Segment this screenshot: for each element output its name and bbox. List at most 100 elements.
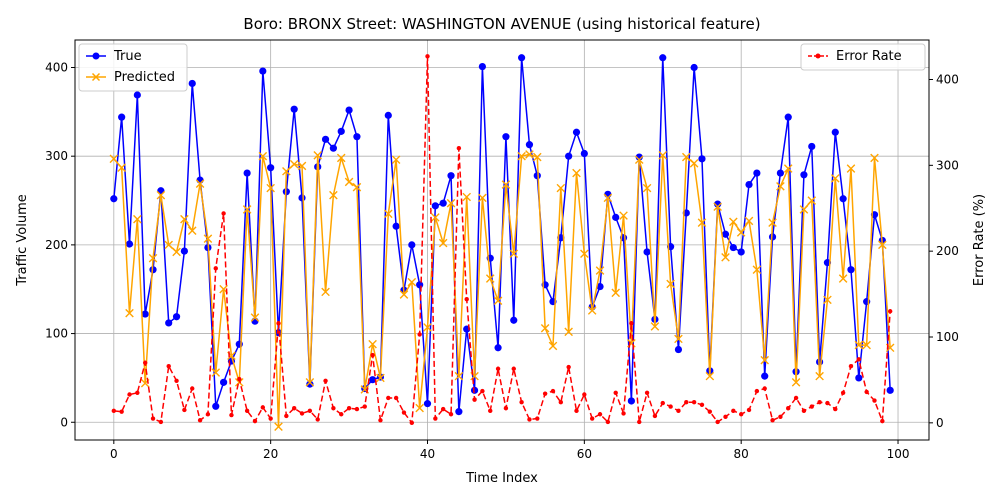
data-point-predicted	[642, 183, 652, 193]
data-point-true	[855, 374, 863, 382]
data-point-error-rate	[331, 406, 336, 411]
data-point-predicted	[862, 340, 871, 350]
data-point-predicted	[564, 327, 573, 337]
data-point-true	[431, 202, 439, 210]
data-point-true	[784, 113, 792, 121]
data-point-error-rate	[488, 408, 493, 414]
data-point-error-rate	[409, 420, 415, 426]
data-point-error-rate	[778, 414, 783, 420]
data-point-predicted	[242, 205, 252, 214]
data-point-true	[110, 195, 118, 203]
data-point-error-rate	[260, 405, 266, 410]
data-point-error-rate	[205, 412, 211, 417]
data-point-error-rate	[378, 418, 383, 423]
x-axis: 0 20 40 60 80 100	[110, 440, 909, 461]
data-point-true	[455, 408, 463, 416]
data-point-error-rate	[119, 409, 124, 414]
data-point-error-rate	[519, 400, 524, 405]
data-point-predicted	[493, 296, 503, 306]
data-point-true	[659, 54, 667, 62]
data-point-predicted	[344, 177, 354, 187]
data-point-error-rate	[150, 416, 156, 421]
data-point-error-rate	[244, 408, 250, 414]
data-point-true	[125, 240, 134, 248]
data-point-predicted	[133, 214, 142, 224]
data-point-true	[808, 142, 816, 151]
data-point-true	[612, 213, 620, 221]
data-point-predicted	[383, 209, 393, 219]
data-point-error-rate	[158, 419, 164, 425]
data-point-error-rate	[770, 418, 775, 423]
data-point-true	[698, 155, 706, 163]
y2-tick-label: 200	[936, 244, 959, 258]
data-point-true	[384, 111, 392, 119]
data-point-error-rate	[362, 404, 367, 409]
data-point-true	[423, 400, 432, 408]
data-point-error-rate	[472, 397, 477, 402]
data-point-predicted	[289, 159, 299, 169]
data-point-predicted	[525, 150, 534, 159]
data-point-predicted	[203, 234, 213, 243]
data-point-error-rate	[652, 413, 658, 419]
data-point-true	[525, 141, 534, 149]
data-point-predicted	[368, 339, 377, 349]
y-tick-label: 200	[45, 238, 68, 252]
data-point-predicted	[611, 288, 621, 298]
data-point-true	[604, 190, 612, 198]
data-point-predicted	[172, 247, 181, 257]
data-point-predicted	[815, 371, 824, 381]
data-point-predicted	[556, 183, 566, 193]
data-point-error-rate	[597, 412, 603, 417]
data-point-true	[643, 248, 651, 256]
data-point-true	[447, 172, 455, 180]
data-point-true	[745, 180, 753, 189]
data-point-error-rate	[237, 376, 242, 382]
data-point-error-rate	[425, 54, 430, 59]
x-tick-label: 40	[420, 447, 435, 461]
data-point-error-rate	[707, 409, 713, 414]
data-point-predicted	[540, 323, 550, 333]
data-point-true	[690, 63, 698, 72]
data-point-predicted	[580, 249, 589, 259]
data-point-error-rate	[495, 366, 501, 371]
data-point-error-rate	[370, 352, 375, 358]
data-point-error-rate	[440, 406, 446, 412]
data-point-true	[196, 176, 204, 184]
data-point-true	[267, 164, 275, 172]
data-point-error-rate	[527, 417, 532, 422]
data-point-error-rate	[213, 266, 218, 271]
data-point-error-rate	[511, 366, 516, 371]
data-point-predicted	[321, 287, 330, 297]
data-point-error-rate	[480, 388, 485, 394]
data-point-predicted	[776, 182, 785, 191]
data-point-error-rate	[566, 364, 571, 370]
data-point-predicted	[823, 295, 832, 305]
y-axis-left: 0 100 200 300 400	[45, 60, 75, 429]
data-point-predicted	[729, 217, 738, 227]
data-point-predicted	[438, 238, 448, 248]
data-point-error-rate	[668, 404, 673, 409]
data-point-true	[274, 329, 283, 337]
data-point-true	[251, 317, 259, 325]
legend-predicted-label: Predicted	[114, 70, 175, 85]
data-point-error-rate	[558, 400, 564, 405]
data-point-predicted	[274, 422, 283, 431]
x-tick-label: 0	[110, 447, 118, 461]
data-point-true	[243, 169, 251, 177]
data-point-true	[494, 344, 502, 352]
data-point-error-rate	[848, 363, 854, 369]
data-point-predicted	[109, 154, 119, 164]
data-point-predicted	[485, 274, 495, 283]
data-point-true	[565, 152, 573, 160]
data-point-predicted	[768, 218, 777, 227]
data-point-predicted	[282, 166, 291, 176]
data-point-error-rate	[644, 390, 650, 395]
data-point-error-rate	[676, 408, 681, 414]
data-point-predicted	[164, 240, 174, 250]
data-point-true	[180, 247, 188, 255]
data-point-predicted	[336, 153, 346, 163]
data-point-predicted	[744, 216, 754, 226]
data-point-error-rate	[691, 400, 697, 405]
data-point-error-rate	[715, 419, 720, 425]
